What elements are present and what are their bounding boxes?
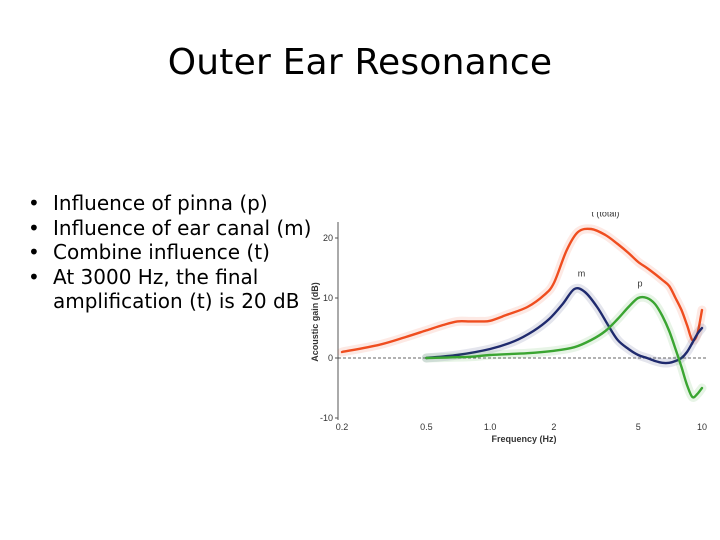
y-tick-label: -10 <box>320 413 333 423</box>
slide-title: Outer Ear Resonance <box>167 42 553 83</box>
bullet-icon: • <box>28 215 40 240</box>
y-tick-label: 0 <box>328 353 333 363</box>
acoustic-gain-chart: -10 0 10 20 0.2 0.5 1.0 2 5 10 Frequency (Hz) Acous… <box>310 212 707 444</box>
x-tick-label: 0.2 <box>336 422 349 432</box>
y-tick-label: 20 <box>323 233 333 243</box>
bullet-text: Influence of ear canal (m) <box>53 215 312 240</box>
x-tick-label: 10 <box>697 422 707 432</box>
x-tick-label: 0.5 <box>420 422 433 432</box>
x-tick-label: 5 <box>636 422 641 432</box>
series-line-t-total <box>340 227 704 354</box>
annotation-p: p <box>638 279 643 289</box>
bullet-list: • Influence of pinna (p) • Influence of … <box>28 191 313 314</box>
x-tick-label: 2 <box>551 422 556 432</box>
bullet-icon: • <box>28 264 40 289</box>
bullet-icon: • <box>28 191 40 215</box>
bullet-item: • At 3000 Hz, the final amplification (t… <box>28 265 313 314</box>
plot-layer: -10 0 10 20 0.2 0.5 1.0 2 5 10 Frequency (Hz) Acous… <box>310 212 707 444</box>
bullet-item: • Influence of pinna (p) <box>28 191 313 216</box>
annotation-m: m <box>578 268 586 278</box>
series-line-p <box>425 295 704 399</box>
series-line-m <box>425 287 704 365</box>
bullet-item: • Combine influence (t) <box>28 240 313 265</box>
x-tick-label: 1.0 <box>484 422 497 432</box>
annotation-t-total: t (total) <box>591 212 619 218</box>
bullet-text: At 3000 Hz, the final amplification (t) … <box>53 264 300 314</box>
y-axis-title: Acoustic gain (dB) <box>310 282 320 362</box>
bullet-icon: • <box>28 240 40 265</box>
x-axis-title: Frequency (Hz) <box>491 434 556 444</box>
bullet-text: Combine influence (t) <box>53 240 270 265</box>
bullet-text: Influence of pinna (p) <box>53 191 268 215</box>
y-tick-label: 10 <box>323 293 333 303</box>
bullet-item: • Influence of ear canal (m) <box>28 216 313 241</box>
